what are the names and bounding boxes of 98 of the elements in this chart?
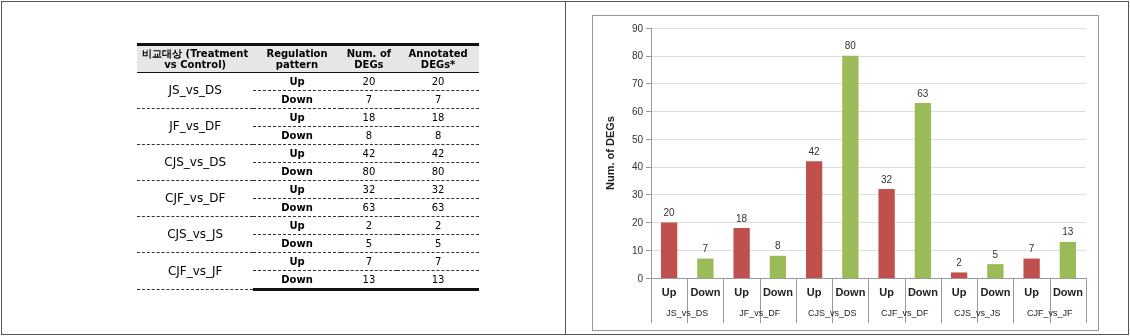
y-tick-label: 80 <box>631 50 644 62</box>
data-label: 63 <box>917 87 929 99</box>
text: 2 <box>340 216 398 235</box>
text: 63 <box>340 198 398 217</box>
text: Down <box>253 126 341 145</box>
y-tick-label: 50 <box>631 133 644 145</box>
x-tick-label: Up <box>661 285 677 298</box>
text: Down <box>253 198 341 217</box>
x-tick-label: Down <box>980 285 1011 298</box>
data-label: 2 <box>956 256 963 268</box>
text: 42 <box>397 144 479 163</box>
text: CJF_vs_DF <box>137 180 254 217</box>
text: 5 <box>397 234 479 253</box>
data-label: 13 <box>1062 226 1074 238</box>
text: 18 <box>340 108 398 127</box>
text: Num. of DEGs <box>340 44 398 73</box>
bar <box>1023 258 1040 278</box>
bar <box>878 189 895 278</box>
text: Down <box>253 90 341 109</box>
bar <box>697 258 714 278</box>
text: CJF_vs_JF <box>137 252 254 290</box>
text: 5 <box>340 234 398 253</box>
text: 2 <box>397 216 479 235</box>
text: CJS_vs_DS <box>807 307 857 318</box>
text: 7 <box>340 252 398 271</box>
text: CJS_vs_JS <box>137 216 254 253</box>
y-tick-label: 40 <box>631 161 644 173</box>
x-tick-label: Up <box>951 285 967 298</box>
text: 20 <box>340 72 398 91</box>
text: Up <box>253 108 341 127</box>
data-label: 42 <box>808 145 821 157</box>
bar <box>914 103 932 278</box>
data-label: 20 <box>663 206 676 218</box>
y-tick-label: 70 <box>631 78 644 90</box>
text: 7 <box>397 90 479 109</box>
bar <box>950 272 968 278</box>
text: 7 <box>340 90 398 109</box>
text: 비교대상 (Treatment vs Control) <box>137 44 254 73</box>
data-label: 18 <box>736 212 748 224</box>
y-tick-label: 30 <box>631 189 644 201</box>
text: CJS_vs_DS <box>137 144 254 181</box>
text: Up <box>253 252 341 271</box>
y-tick-label: 20 <box>631 216 644 228</box>
text: CJS_vs_JS <box>953 307 1001 318</box>
text: JF_vs_DF <box>137 108 254 145</box>
text: 80 <box>397 162 479 181</box>
text: 13 <box>340 270 398 290</box>
bar <box>1059 241 1077 278</box>
x-tick-label: Down <box>1052 285 1084 298</box>
text: 32 <box>340 180 398 199</box>
text: 32 <box>397 180 479 199</box>
text: 13 <box>397 270 479 290</box>
text: 7 <box>397 252 479 271</box>
text: JF_vs_DF <box>739 307 781 318</box>
bar <box>769 255 787 278</box>
bar <box>842 55 859 278</box>
bar <box>733 228 750 278</box>
y-axis-title: Num. of DEGs <box>603 116 616 190</box>
x-tick-label: Down <box>690 285 721 298</box>
data-label: 80 <box>844 40 857 52</box>
text: Up <box>253 180 341 199</box>
data-label: 7 <box>702 243 709 255</box>
text: Up <box>253 216 341 235</box>
text: Up <box>253 144 341 163</box>
text: 8 <box>397 126 479 145</box>
text: Down <box>253 234 341 253</box>
text: 63 <box>397 198 479 217</box>
y-tick-label: 90 <box>631 22 644 34</box>
text: JS_vs_DS <box>666 307 709 318</box>
text: 42 <box>340 144 398 163</box>
data-label: 32 <box>881 173 893 185</box>
x-tick-label: Up <box>1024 285 1040 298</box>
y-tick-label: 0 <box>637 272 644 284</box>
text: Up <box>253 72 341 91</box>
x-tick-label: Up <box>879 285 895 298</box>
text: Regulation pattern <box>253 44 341 73</box>
bar <box>660 222 678 278</box>
y-tick-label: 60 <box>631 105 644 117</box>
text: 20 <box>397 72 479 91</box>
data-label: 8 <box>775 240 782 252</box>
text: Annotated DEGs* <box>397 44 479 73</box>
data-label: 5 <box>992 248 999 260</box>
text: 80 <box>340 162 398 181</box>
text: CJF_vs_JF <box>1026 307 1073 318</box>
y-tick-label: 10 <box>631 244 644 256</box>
bar <box>805 161 823 278</box>
x-tick-label: Down <box>762 285 794 298</box>
x-tick-label: Up <box>806 285 822 298</box>
text: JS_vs_DS <box>137 72 254 109</box>
x-tick-label: Down <box>835 285 866 298</box>
x-tick-label: Down <box>907 285 939 298</box>
data-label: 7 <box>1028 243 1035 255</box>
bar <box>987 264 1004 278</box>
text: 18 <box>397 108 479 127</box>
text: 8 <box>340 126 398 145</box>
text: CJF_vs_DF <box>880 307 929 318</box>
text: Down <box>253 162 341 181</box>
x-tick-label: Up <box>734 285 750 298</box>
